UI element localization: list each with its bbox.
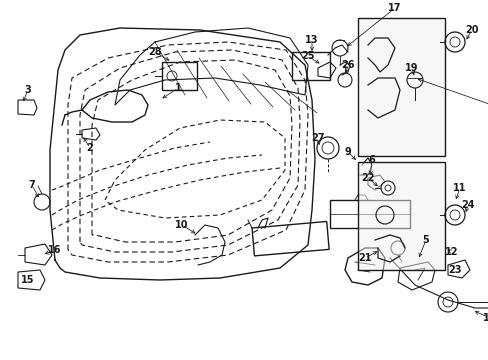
Text: 16: 16 — [48, 245, 61, 255]
Text: 23: 23 — [447, 265, 461, 275]
Bar — [357, 18, 444, 156]
Bar — [291, 52, 329, 80]
Text: 11: 11 — [452, 183, 466, 193]
Bar — [251, 221, 328, 256]
Bar — [357, 162, 444, 270]
Text: 9: 9 — [344, 147, 351, 157]
Text: 24: 24 — [460, 200, 474, 210]
Text: 28: 28 — [148, 47, 162, 57]
Text: 15: 15 — [21, 275, 35, 285]
Text: 13: 13 — [305, 35, 318, 45]
Text: 10: 10 — [175, 220, 188, 230]
Bar — [162, 62, 197, 90]
Bar — [357, 18, 444, 156]
Text: 5: 5 — [422, 235, 428, 245]
Text: 6: 6 — [368, 155, 375, 165]
Text: 1: 1 — [174, 83, 181, 93]
Text: 7: 7 — [29, 180, 35, 190]
Text: 26: 26 — [341, 60, 354, 70]
Text: 20: 20 — [464, 25, 478, 35]
Text: 25: 25 — [301, 51, 314, 61]
Text: 3: 3 — [24, 85, 31, 95]
Text: 14: 14 — [482, 313, 488, 323]
Text: 12: 12 — [445, 247, 458, 257]
Text: 21: 21 — [358, 253, 371, 263]
Text: 19: 19 — [405, 63, 418, 73]
Bar — [329, 200, 409, 228]
Text: 2: 2 — [86, 143, 93, 153]
Text: 27: 27 — [311, 133, 324, 143]
Bar — [357, 162, 444, 270]
Text: 17: 17 — [387, 3, 401, 13]
Text: 22: 22 — [361, 173, 374, 183]
